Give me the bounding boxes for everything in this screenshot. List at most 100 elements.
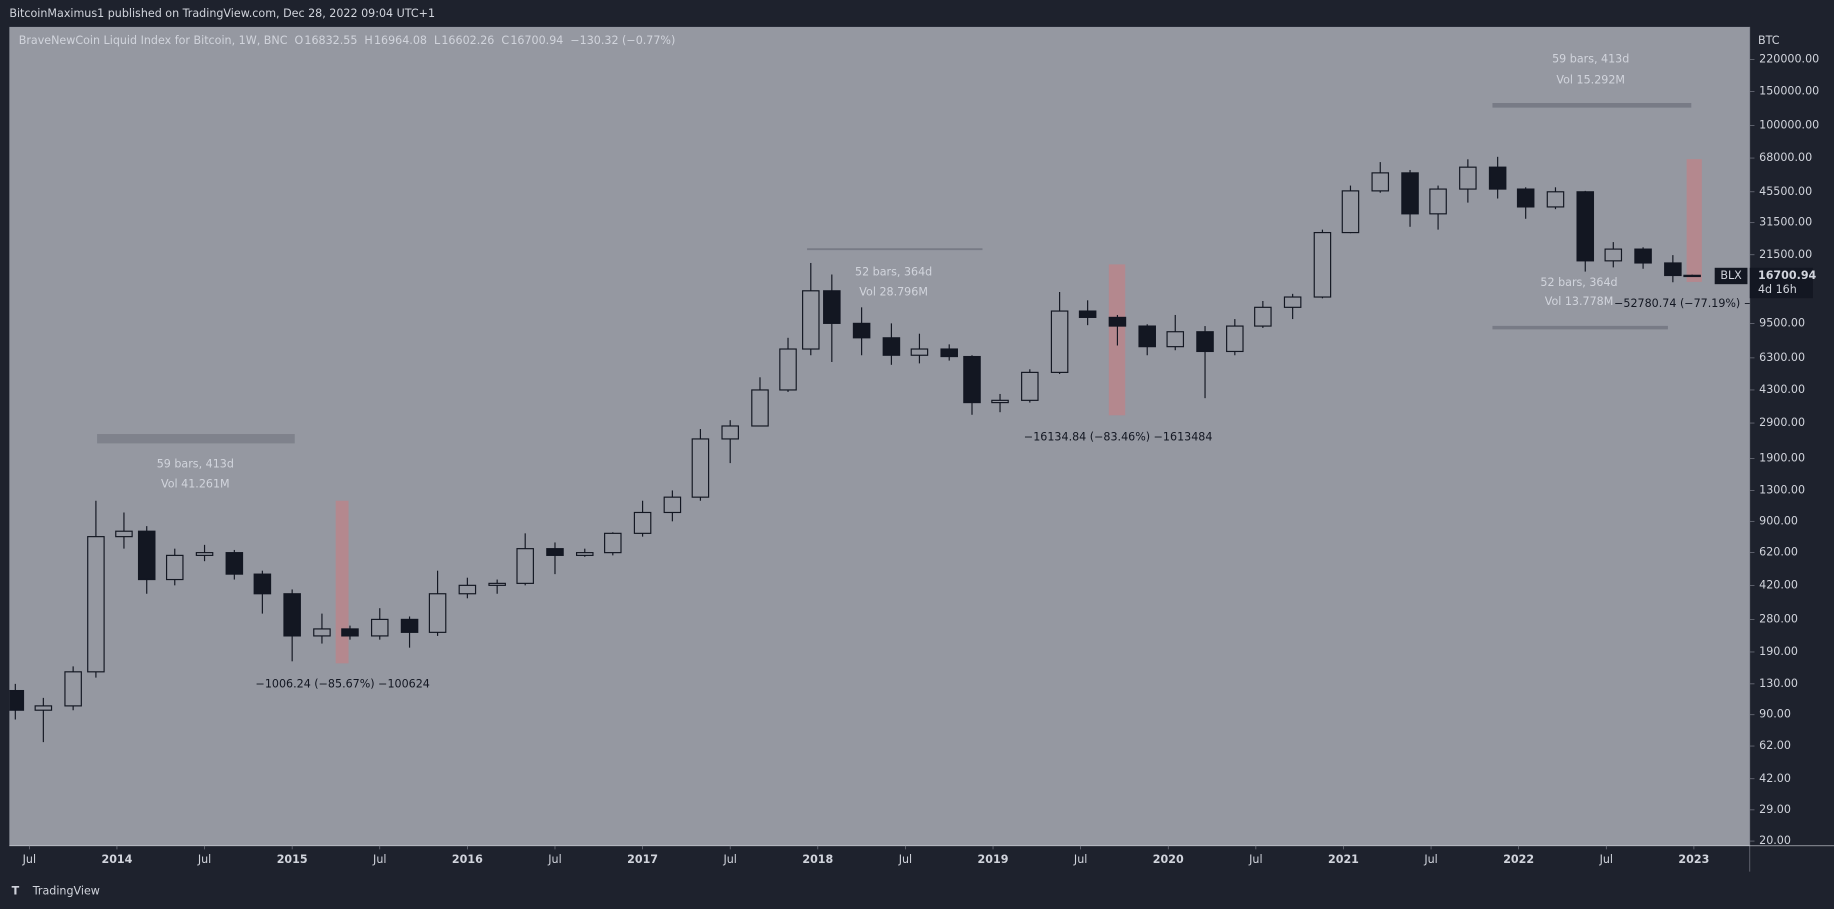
x-tick-label: 2016 [452,853,483,866]
drawdown-box [335,500,349,664]
legend-item: C [501,34,509,47]
x-tick-label: 2015 [277,853,308,866]
x-tick-label: Jul [898,853,912,866]
drawdown-box [1686,159,1702,282]
currency-label: BTC [1758,34,1780,47]
y-tick-label: 4300.00 [1759,383,1805,396]
candle-body [1576,191,1595,262]
candle-body [165,554,184,581]
candle-body [751,389,769,427]
x-tick-label: Jul [197,853,211,866]
candle-body [1021,371,1039,401]
y-tick-label: 29.00 [1759,803,1791,816]
candle-body [721,425,739,440]
y-tick-label: 280.00 [1759,612,1798,625]
range-volume: Vol 13.778M [1545,295,1614,308]
candle-body [1371,172,1390,192]
x-tick-label: 2023 [1678,853,1709,866]
candle-body [1108,316,1127,327]
legend-item: 16832.55 [304,34,357,47]
range-label: 59 bars, 413d [157,457,234,470]
range-label: 52 bars, 364d [1540,276,1617,289]
candle-body [1254,306,1272,327]
candle-body [1166,331,1185,348]
x-tick-label: 2018 [802,853,833,866]
candle-body [604,532,622,554]
axes: 220000.00 150000.00 100000.00 68000.00 45500… [22,52,1820,865]
candle-body [1683,274,1701,278]
candle-body [1401,172,1419,215]
y-tick-label: 62.00 [1759,739,1791,752]
y-tick-label: 20.00 [1759,834,1791,847]
candle-body [313,628,331,637]
footer: 𝗧 TradingView [12,884,100,897]
legend-item: 16602.26 [441,34,494,47]
x-tick-label: Jul [372,853,386,866]
x-tick-label: 2021 [1328,853,1359,866]
candle-body [802,290,820,350]
x-tick-label: Jul [1073,853,1087,866]
legend-item: O [294,34,303,47]
x-tick-label: Jul [1423,853,1437,866]
symbol-tag [1714,267,1748,285]
candle-body [940,348,958,358]
y-tick-label: 900.00 [1759,514,1798,527]
last-price: 16700.94 [1758,269,1817,282]
x-tick-label: 2019 [978,853,1009,866]
y-tick-label: 21500.00 [1759,248,1812,261]
candle-body [1546,191,1565,208]
candle-body [910,348,929,356]
y-tick-label: 1900.00 [1759,452,1805,465]
candle-body [1313,231,1332,298]
candle-body [882,337,901,356]
range-label: 52 bars, 364d [855,266,932,279]
y-tick-label: 150000.00 [1759,85,1819,98]
range-label: 59 bars, 413d [1552,53,1629,66]
x-tick-label: 2022 [1503,853,1534,866]
y-tick-label: 42.00 [1759,772,1791,785]
candle-body [691,438,710,498]
candle-body [1078,310,1097,318]
x-tick-label: 2014 [101,853,132,866]
chart-pane [9,26,1750,846]
y-tick-label: 31500.00 [1759,216,1812,229]
price-tag [1749,267,1813,299]
candle-body [963,355,981,404]
candle-body [1516,188,1535,208]
candle-body [1488,166,1507,190]
y-tick-label: 220000.00 [1759,52,1819,65]
candle-body [1283,296,1302,308]
legend: BraveNewCoin Liquid Index for Bitcoin, 1… [19,34,676,47]
bar-countdown: 4d 16h [1758,283,1797,296]
legend-item: −130.32 (−0.77%) [570,34,675,47]
candle-body [575,552,594,556]
y-tick-label: 68000.00 [1759,151,1812,164]
candle-body [428,593,447,633]
candle-body [779,348,797,391]
x-tick-label: Jul [22,853,36,866]
legend-item: H [364,34,372,47]
y-tick-label: 420.00 [1759,578,1798,591]
y-tick-label: 6300.00 [1759,351,1805,364]
brand-logo: 𝗧 [12,884,20,897]
candle-body [458,584,477,595]
candle-body [1196,331,1214,353]
candle-body [283,593,301,637]
y-tick-label: 620.00 [1759,546,1798,559]
candle-body [633,511,652,534]
x-tick-label: Jul [1599,853,1613,866]
legend-item: 16700.94 [510,34,563,47]
candle-body [341,628,359,637]
candles [9,156,1701,743]
publish-line: BitcoinMaximus1 published on TradingView… [9,7,435,20]
y-tick-label: 190.00 [1759,645,1798,658]
candle-body [1138,325,1156,348]
candle-body [64,671,82,707]
candle-body [1429,188,1447,215]
drawdown-label: −1006.24 (−85.67%) −100624 [256,677,430,690]
range-volume: Vol 41.261M [161,477,230,490]
legend-item: BraveNewCoin Liquid Index for Bitcoin, 1… [19,34,288,47]
candle-body [1226,325,1244,353]
drawdown-label: −52780.74 (−77.19%) −5278074 [1614,297,1802,310]
y-tick-label: 2900.00 [1759,416,1805,429]
